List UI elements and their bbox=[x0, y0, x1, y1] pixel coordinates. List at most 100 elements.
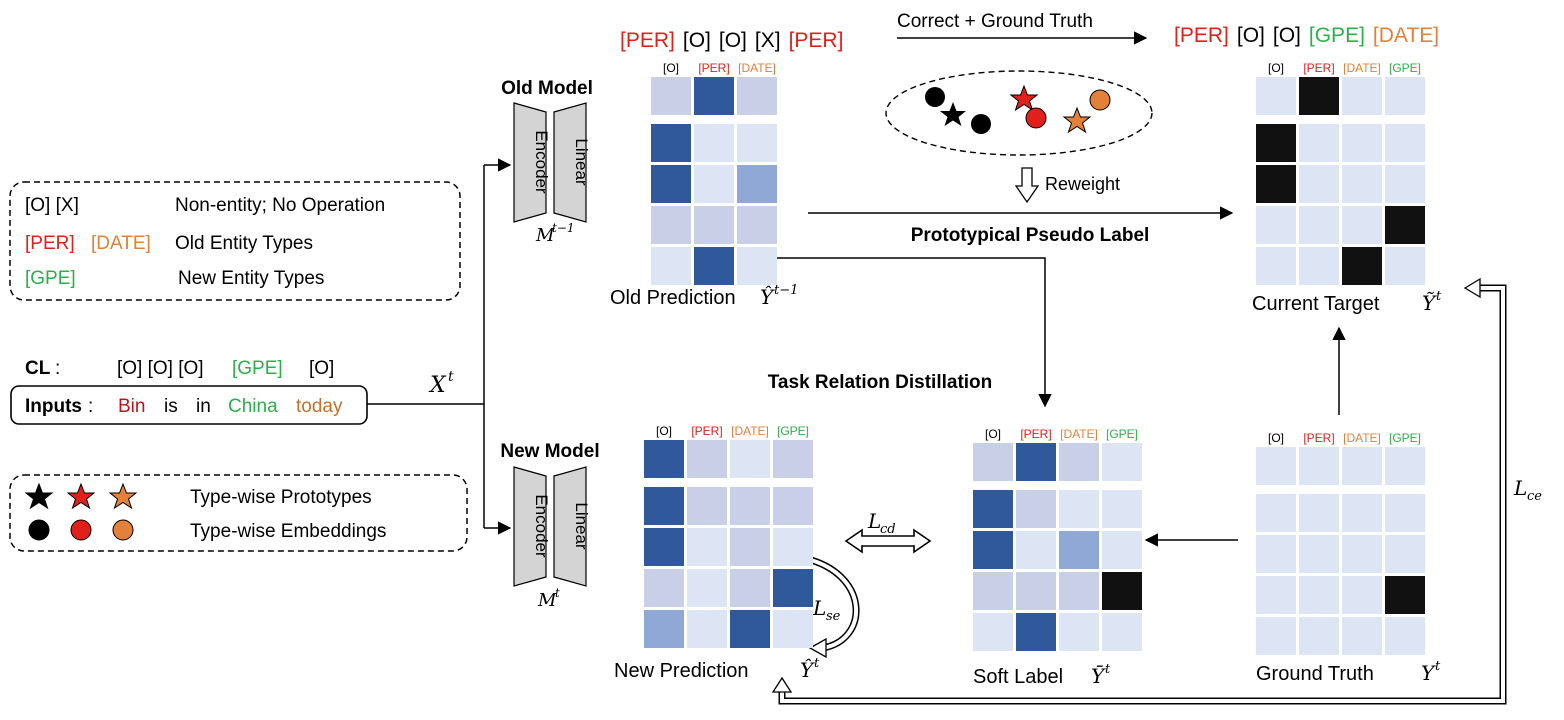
legend-o-x: [O] [X] bbox=[25, 195, 79, 216]
sequence-tag: [DATE] bbox=[1373, 24, 1439, 47]
matrix-cell bbox=[1385, 447, 1425, 485]
matrix-cell bbox=[644, 487, 684, 525]
sequence-tag: [PER] bbox=[1174, 24, 1229, 47]
matrix-cell bbox=[694, 247, 734, 285]
loss-cd-arrow: L cd bbox=[844, 509, 932, 554]
matrix-cell bbox=[730, 569, 770, 607]
legend-proto-box bbox=[9, 474, 468, 552]
new-model-title: New Model bbox=[500, 441, 599, 462]
circle-black-icon bbox=[28, 519, 50, 541]
legend-entity-types: [O] [X] Non-entity; No Operation [PER] [… bbox=[9, 181, 461, 301]
matrix-cell bbox=[1059, 531, 1099, 569]
matrix-cell bbox=[651, 124, 691, 162]
matrix-header: [GPE] bbox=[1389, 431, 1421, 445]
matrix-cell bbox=[1385, 247, 1425, 285]
matrix-cell bbox=[1102, 531, 1142, 569]
cl-o-last: [O] bbox=[309, 358, 334, 379]
trd-label: Task Relation Distillation bbox=[768, 372, 993, 393]
old-linear-block bbox=[553, 102, 587, 223]
matrix-cell bbox=[1059, 572, 1099, 610]
matrix-cell bbox=[1385, 494, 1425, 532]
matrix-cell bbox=[737, 247, 777, 285]
old-linear-label: Linear bbox=[572, 138, 591, 186]
matrix-cell bbox=[1299, 494, 1339, 532]
matrix-cell bbox=[773, 440, 813, 478]
new-encoder-label: Encoder bbox=[532, 494, 551, 558]
matrix-symbol: Ỹ bbox=[1422, 291, 1437, 315]
matrix-cell bbox=[730, 487, 770, 525]
matrix-header: [O] bbox=[1268, 431, 1284, 445]
star-black-icon bbox=[24, 482, 54, 510]
matrix-header: [DATE] bbox=[1060, 427, 1098, 441]
matrix-cell bbox=[1385, 535, 1425, 573]
matrix-caption: New Prediction bbox=[614, 660, 749, 682]
legend-old-types: Old Entity Types bbox=[175, 233, 313, 254]
matrix-cell bbox=[1256, 617, 1296, 655]
matrix-cell bbox=[644, 440, 684, 478]
matrix-header: [PER] bbox=[1020, 427, 1051, 441]
ce-fill bbox=[780, 286, 1505, 703]
new-model-symbol: M bbox=[537, 590, 557, 611]
double-arrow-icon bbox=[844, 528, 932, 554]
matrix-cell bbox=[1342, 247, 1382, 285]
matrix-header: [PER] bbox=[1303, 61, 1334, 75]
matrix-cell bbox=[1256, 124, 1296, 162]
matrix-header: [GPE] bbox=[777, 424, 809, 438]
matrix-cell bbox=[651, 247, 691, 285]
matrix-cell bbox=[1299, 617, 1339, 655]
inputs-border bbox=[10, 385, 368, 425]
matrix-cell bbox=[1342, 494, 1382, 532]
matrix-cell bbox=[1102, 613, 1142, 651]
input-word-2: is bbox=[164, 396, 178, 417]
matrix-cell bbox=[973, 490, 1013, 528]
matrix-cell bbox=[694, 165, 734, 203]
matrix-symbol-sup: t bbox=[814, 656, 820, 671]
inputs-colon: : bbox=[88, 396, 93, 417]
matrix-cell bbox=[644, 528, 684, 566]
legend-non-entity: Non-entity; No Operation bbox=[175, 195, 385, 216]
new-model: New Model Encoder Linear M t bbox=[500, 441, 599, 611]
matrix-header: [O] bbox=[1268, 61, 1284, 75]
matrix-cell bbox=[1016, 613, 1056, 651]
matrix-cell bbox=[1256, 206, 1296, 244]
legend-date-tag: [DATE] bbox=[91, 233, 151, 254]
sequence-tag: [O] bbox=[1273, 24, 1301, 47]
old-model: Old Model Encoder Linear M t−1 bbox=[501, 78, 593, 246]
old-model-symbol: M bbox=[535, 225, 555, 246]
matrix-cell bbox=[1342, 447, 1382, 485]
x-t-symbol: X bbox=[428, 373, 447, 398]
legend-box bbox=[9, 181, 461, 301]
matrix-cell bbox=[1016, 443, 1056, 481]
sequence-tag: [O] bbox=[719, 29, 747, 52]
matrix-header: [GPE] bbox=[1106, 427, 1138, 441]
matrix-cell bbox=[1016, 531, 1056, 569]
loop-arrowhead-icon bbox=[808, 637, 827, 659]
matrix-cell bbox=[1059, 613, 1099, 651]
matrix-symbol-sup: t bbox=[1435, 659, 1441, 674]
matrix-cell bbox=[644, 569, 684, 607]
cl-gpe-tag: [GPE] bbox=[232, 358, 283, 379]
matrix-cell bbox=[973, 572, 1013, 610]
circle-red-icon bbox=[70, 519, 92, 541]
matrix-cell bbox=[1385, 617, 1425, 655]
cl-row: CL : [O] [O] [O] [GPE] [O] bbox=[25, 358, 334, 379]
embedding-orange bbox=[1089, 89, 1111, 111]
loss-ce-symbol: L bbox=[1513, 476, 1527, 500]
matrix-header: [PER] bbox=[698, 61, 729, 75]
prototype-red-icon bbox=[1009, 84, 1039, 112]
matrix-symbol: Ŷ bbox=[760, 285, 775, 309]
matrix-cell bbox=[1299, 206, 1339, 244]
prototype-orange-icon bbox=[1062, 106, 1092, 134]
matrix-cell bbox=[651, 77, 691, 115]
matrix-cell bbox=[973, 443, 1013, 481]
matrix-cell bbox=[1016, 572, 1056, 610]
prototype-black-icon bbox=[940, 102, 966, 126]
loss-cd-sub: cd bbox=[880, 522, 896, 537]
matrix-cell bbox=[773, 610, 813, 648]
loss-ce-sub: ce bbox=[1527, 489, 1542, 504]
matrix-cell bbox=[773, 487, 813, 525]
matrix-cell bbox=[1102, 443, 1142, 481]
